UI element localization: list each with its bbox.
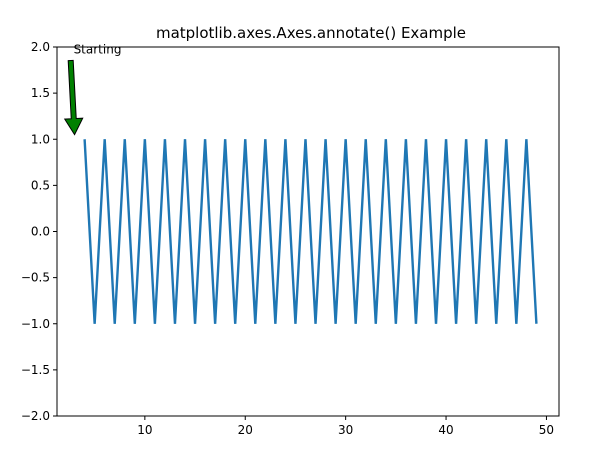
annotation-text: Starting xyxy=(74,42,122,56)
x-tick-label: 40 xyxy=(438,423,453,437)
x-tick-label: 30 xyxy=(338,423,353,437)
y-tick-label: −1.5 xyxy=(21,363,50,377)
series-line-0 xyxy=(83,139,538,324)
y-tick-label: 1.5 xyxy=(31,86,50,100)
y-tick-label: −2.0 xyxy=(21,409,50,423)
x-tick-label: 50 xyxy=(539,423,554,437)
y-tick-label: 0.5 xyxy=(31,178,50,192)
annotation-arrow xyxy=(63,59,84,136)
chart-title: matplotlib.axes.Axes.annotate() Example xyxy=(156,24,466,42)
axes-frame xyxy=(56,46,560,417)
y-tick-label: 0.0 xyxy=(31,225,50,239)
x-tick-label: 10 xyxy=(137,423,152,437)
x-tick-label: 20 xyxy=(238,423,253,437)
y-tick-label: 1.0 xyxy=(31,132,50,146)
y-tick-label: −1.0 xyxy=(21,317,50,331)
y-tick-label: 2.0 xyxy=(31,40,50,54)
plot-axes: 10 20 30 40 50 −2.0 −1.5 −1.0 −0.5 0.0 0.5 1.0 1.5 2.… xyxy=(21,40,560,437)
y-tick-label: −0.5 xyxy=(21,271,50,285)
